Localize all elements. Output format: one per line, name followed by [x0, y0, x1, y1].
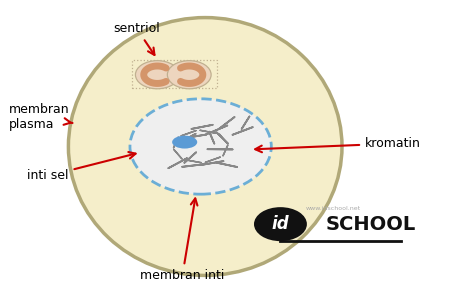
Ellipse shape	[68, 18, 341, 275]
Bar	[132, 60, 216, 88]
Ellipse shape	[130, 99, 271, 194]
Text: SCHOOL: SCHOOL	[325, 215, 415, 234]
Text: id: id	[271, 215, 288, 233]
Text: membran
plasma: membran plasma	[9, 103, 72, 131]
Circle shape	[135, 61, 179, 89]
Text: kromatin: kromatin	[255, 137, 420, 152]
Circle shape	[253, 207, 306, 241]
Text: www.idschool.net: www.idschool.net	[305, 205, 359, 211]
Ellipse shape	[172, 136, 197, 149]
Circle shape	[167, 61, 211, 89]
Text: membran inti: membran inti	[140, 198, 224, 282]
Text: inti sel: inti sel	[27, 152, 135, 182]
Text: sentriol: sentriol	[113, 22, 160, 55]
